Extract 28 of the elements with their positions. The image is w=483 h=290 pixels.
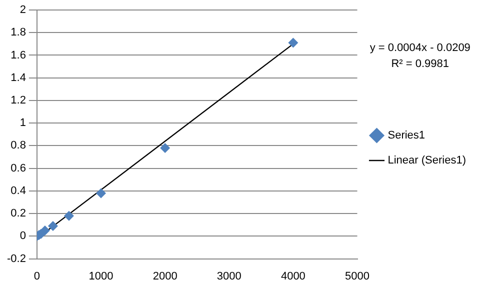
y-tick-label: 0.6	[10, 162, 26, 174]
y-tick-label: -0.2	[6, 252, 26, 265]
point	[288, 38, 298, 48]
y-tick-label: 1.8	[10, 26, 26, 39]
y-tick-label: 0.8	[10, 140, 26, 152]
y-tick-label: 1.6	[10, 49, 26, 62]
x-tick-label: 0	[34, 270, 40, 282]
point	[40, 226, 50, 236]
x-tick-label: 2000	[152, 270, 178, 282]
point	[48, 221, 58, 232]
y-tick-label: 1	[20, 117, 26, 130]
x-tick-label: 5000	[345, 270, 370, 282]
point	[160, 142, 170, 153]
text: y = 0.0004x - 0.0209	[370, 42, 470, 54]
y-tick-label: 0	[20, 230, 26, 242]
legend-label: Linear (Series1)	[388, 154, 466, 167]
legend-label: Series1	[388, 130, 426, 142]
point	[96, 188, 106, 198]
point	[64, 210, 74, 221]
y-tick-label: 0.2	[10, 208, 26, 220]
y-tick-label: 1.2	[10, 94, 26, 107]
y-tick-label: 2	[20, 4, 26, 16]
x-tick-label: 1000	[88, 270, 114, 282]
y-tick-label: 1.4	[10, 72, 26, 84]
y-tick-label: 0.4	[10, 184, 26, 197]
text: R² = 0.9981	[391, 58, 450, 70]
x-tick-label: 3000	[216, 270, 242, 282]
x-tick-label: 4000	[280, 270, 306, 282]
